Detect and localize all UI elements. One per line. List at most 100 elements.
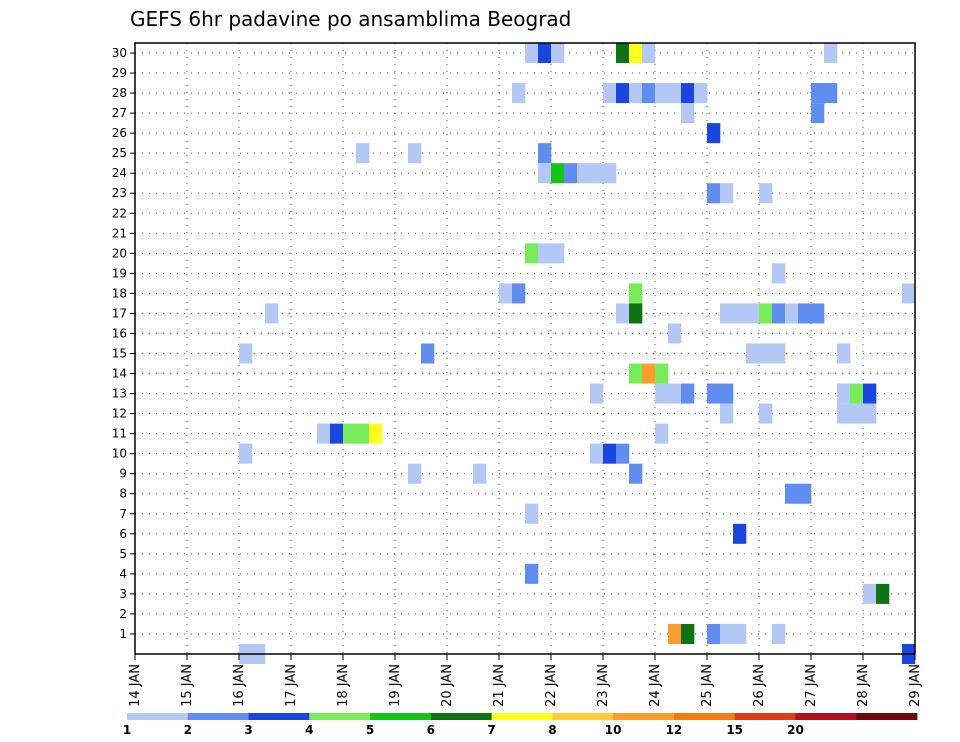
x-tick-label: 17 JAN <box>284 664 299 707</box>
heatmap-cell <box>811 303 825 324</box>
heatmap-cell <box>772 303 786 324</box>
colorbar-label: 7 <box>487 723 495 737</box>
heatmap-cell <box>772 343 786 364</box>
heatmap-cell <box>863 583 877 604</box>
heatmap-cell <box>642 43 656 64</box>
x-tick-label: 16 JAN <box>232 664 247 707</box>
colorbar-swatch <box>552 713 614 720</box>
heatmap-cell <box>785 303 799 324</box>
x-tick-label: 18 JAN <box>336 664 351 707</box>
heatmap-cell <box>850 403 864 424</box>
x-tick-label: 14 JAN <box>128 664 143 707</box>
y-tick-label: 22 <box>112 206 127 220</box>
x-tick-label: 26 JAN <box>752 664 767 707</box>
heatmap-cell <box>603 163 617 184</box>
heatmap-cell <box>733 623 747 644</box>
heatmap-cell <box>577 163 591 184</box>
colorbar-swatch <box>127 713 189 720</box>
heatmap-cell <box>525 243 539 264</box>
heatmap-cell <box>525 563 539 584</box>
heatmap-cell <box>785 483 799 504</box>
heatmap-cell <box>720 383 734 404</box>
y-tick-label: 16 <box>112 326 127 340</box>
x-tick-label: 22 JAN <box>544 664 559 707</box>
heatmap-cell <box>837 403 851 424</box>
heatmap-cell <box>642 83 656 104</box>
heatmap-cell <box>811 103 825 124</box>
heatmap-cell <box>629 363 643 384</box>
y-tick-label: 18 <box>112 286 127 300</box>
x-tick-label: 21 JAN <box>492 664 507 707</box>
y-tick-label: 4 <box>119 567 127 581</box>
colorbar-swatch <box>187 713 249 720</box>
heatmap-cell <box>239 343 253 364</box>
heatmap-cell <box>538 143 552 164</box>
y-tick-label: 29 <box>112 66 127 80</box>
y-tick-label: 26 <box>112 126 127 140</box>
heatmap-cell <box>876 583 890 604</box>
y-tick-label: 19 <box>112 266 127 280</box>
y-tick-label: 12 <box>112 407 127 421</box>
heatmap-cell <box>863 383 877 404</box>
colorbar-swatch <box>309 713 371 720</box>
y-tick-label: 25 <box>112 146 127 160</box>
heatmap-cell <box>707 383 721 404</box>
heatmap-cell <box>538 163 552 184</box>
colorbar-label: 12 <box>666 723 683 737</box>
colorbar-label: 2 <box>184 723 192 737</box>
heatmap-cell <box>421 343 435 364</box>
heatmap-cell <box>759 403 773 424</box>
colorbar-label: 10 <box>605 723 622 737</box>
heatmap-cell <box>668 83 682 104</box>
colorbar-swatch <box>673 713 736 720</box>
heatmap-cell <box>616 43 630 64</box>
y-tick-label: 6 <box>119 527 127 541</box>
heatmap-cells <box>239 43 916 665</box>
x-tick-label: 27 JAN <box>804 664 819 707</box>
heatmap-cell <box>863 403 877 424</box>
heatmap-cell <box>798 483 812 504</box>
colorbar-swatch <box>248 713 310 720</box>
heatmap-cell <box>499 283 513 304</box>
heatmap-cell <box>590 163 604 184</box>
heatmap-cell <box>525 43 539 64</box>
heatmap-cell <box>603 83 617 104</box>
y-tick-label: 5 <box>119 547 127 561</box>
heatmap-cell <box>694 83 708 104</box>
heatmap-cell <box>746 343 760 364</box>
y-tick-label: 14 <box>112 367 127 381</box>
y-axis: 1234567891011121314151617181920212223242… <box>112 46 135 641</box>
heatmap-cell <box>564 163 578 184</box>
heatmap-cell <box>655 383 669 404</box>
heatmap-cell <box>837 383 851 404</box>
heatmap-cell <box>408 143 422 164</box>
heatmap-cell <box>668 623 682 644</box>
y-tick-label: 30 <box>112 46 127 60</box>
x-tick-label: 15 JAN <box>180 664 195 707</box>
x-tick-label: 24 JAN <box>648 664 663 707</box>
heatmap-cell <box>720 403 734 424</box>
heatmap-cell <box>902 283 916 304</box>
heatmap-cell <box>473 463 487 484</box>
y-tick-label: 1 <box>119 627 127 641</box>
y-tick-label: 7 <box>119 507 127 521</box>
heatmap-cell <box>551 163 565 184</box>
y-tick-label: 9 <box>119 467 127 481</box>
heatmap-cell <box>642 363 656 384</box>
heatmap-cell <box>629 83 643 104</box>
colorbar-label: 8 <box>548 723 556 737</box>
heatmap-cell <box>408 463 422 484</box>
y-tick-label: 10 <box>112 447 127 461</box>
colorbar-swatch <box>613 713 675 720</box>
plot-frame <box>134 42 916 655</box>
heatmap-cell <box>772 263 786 284</box>
y-tick-label: 11 <box>112 427 127 441</box>
heatmap-cell <box>707 623 721 644</box>
y-tick-label: 2 <box>119 607 127 621</box>
colorbar-swatch <box>856 713 918 720</box>
colorbar-swatch <box>491 713 553 720</box>
y-tick-label: 13 <box>112 387 127 401</box>
heatmap-cell <box>525 503 539 524</box>
heatmap-cell <box>356 423 370 444</box>
y-tick-label: 24 <box>112 166 127 180</box>
